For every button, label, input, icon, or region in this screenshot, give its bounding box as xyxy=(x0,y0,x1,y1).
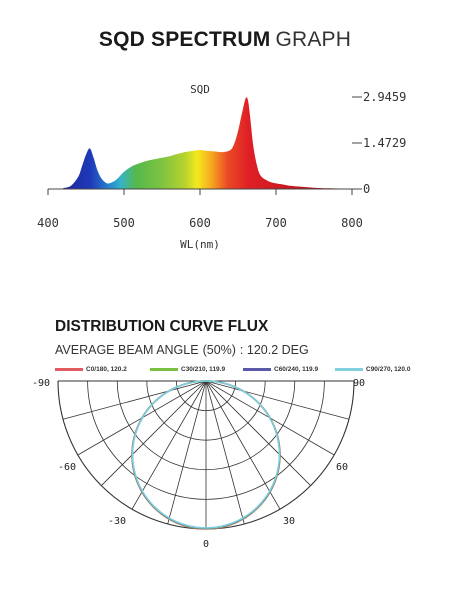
beam-angle-pct: (50%) xyxy=(202,343,236,357)
polar-grid xyxy=(57,380,355,530)
spectrum-x-tick-label: 700 xyxy=(265,216,287,230)
polar-grid-radial xyxy=(205,380,350,420)
spectrum-x-tick-label: 400 xyxy=(37,216,59,230)
distribution-title: DISTRIBUTION CURVE FLUX xyxy=(55,318,269,335)
spectrum-title-bold: SQD SPECTRUM xyxy=(98,28,271,51)
spectrum-title: SQD SPECTRUM GRAPH xyxy=(0,28,450,52)
angle-label-90: 90 xyxy=(353,378,365,389)
spectrum-chart: SQD 400 500 600 700 800 2.9459 1.4729 0 WL(nm) xyxy=(37,83,406,251)
distribution-legend: C0/180, 120.2 C30/210, 119.9 C60/240, 11… xyxy=(55,366,425,378)
legend-label-c30: C30/210, 119.9 xyxy=(181,366,226,373)
legend-swatch-c30 xyxy=(150,368,178,371)
legend-item-c30: C30/210, 119.9 xyxy=(150,366,225,378)
spectrum-x-tick-label: 600 xyxy=(189,216,211,230)
legend-swatch-c0 xyxy=(55,368,83,371)
spectrum-x-ticks: 400 500 600 700 800 xyxy=(37,189,363,230)
spectrum-y-tick-label: 0 xyxy=(363,182,370,196)
spectrum-area xyxy=(63,97,337,189)
angle-label-neg30: -30 xyxy=(108,516,126,527)
legend-label-c0: C0/180, 120.2 xyxy=(86,366,127,373)
legend-label-c60: C60/240, 119.9 xyxy=(274,366,319,373)
legend-item-c90: C90/270, 120.0 xyxy=(335,366,410,378)
polar-grid-radial xyxy=(205,380,311,486)
angle-label-neg60: -60 xyxy=(58,462,76,473)
legend-item-c60: C60/240, 119.9 xyxy=(243,366,318,378)
beam-angle-label: AVERAGE BEAM ANGLE xyxy=(55,343,199,357)
spectrum-x-label: WL(nm) xyxy=(180,238,220,251)
spectrum-series-label: SQD xyxy=(190,83,210,96)
spectrum-x-tick-label: 800 xyxy=(341,216,363,230)
spectrum-x-tick-label: 500 xyxy=(113,216,135,230)
polar-grid-radial xyxy=(205,380,245,525)
distribution-polar-chart: -90 90 -60 60 -30 30 0 xyxy=(32,378,365,550)
legend-item-c0: C0/180, 120.2 xyxy=(55,366,127,378)
polar-grid-radial xyxy=(205,380,281,510)
spectrum-y-tick-label: 2.9459 xyxy=(363,90,406,104)
spectrum-y-ticks: 2.9459 1.4729 0 xyxy=(352,90,406,196)
angle-label-30: 30 xyxy=(283,516,295,527)
legend-label-c90: C90/270, 120.0 xyxy=(366,366,411,373)
beam-angle-line: AVERAGE BEAM ANGLE (50%): 120.2 DEG xyxy=(55,343,313,357)
angle-label-60: 60 xyxy=(336,462,348,473)
spectrum-title-light: GRAPH xyxy=(275,28,352,51)
angle-label-neg90: -90 xyxy=(32,378,50,389)
polar-grid-radial xyxy=(62,380,207,420)
legend-swatch-c90 xyxy=(335,368,363,371)
legend-swatch-c60 xyxy=(243,368,271,371)
beam-angle-value: : 120.2 DEG xyxy=(239,343,309,357)
angle-label-0: 0 xyxy=(203,539,209,550)
polar-grid-radial xyxy=(131,380,207,510)
polar-grid-radial xyxy=(167,380,207,525)
polar-curves xyxy=(131,380,281,530)
polar-grid-radial xyxy=(101,380,207,486)
polar-curve-c90 xyxy=(131,380,281,529)
spectrum-y-tick-label: 1.4729 xyxy=(363,136,406,150)
